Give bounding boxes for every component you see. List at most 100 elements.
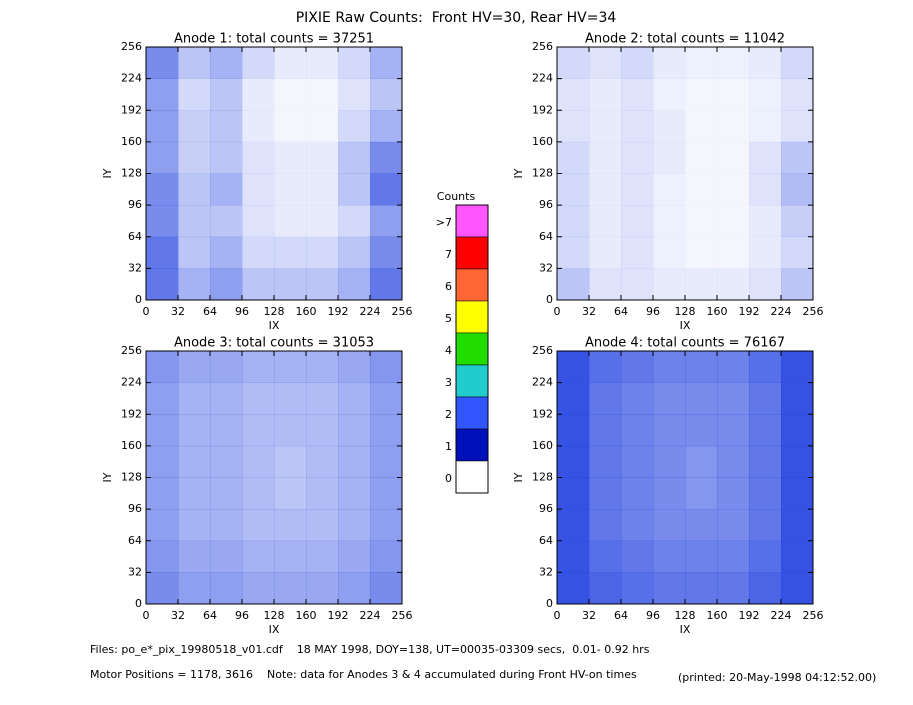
density-cell bbox=[274, 477, 307, 510]
density-cell bbox=[338, 236, 371, 269]
density-cell bbox=[717, 268, 750, 301]
density-cell bbox=[653, 414, 686, 447]
density-cell bbox=[178, 540, 211, 573]
density-cell bbox=[685, 141, 718, 174]
density-cell bbox=[338, 205, 371, 238]
density-cell bbox=[749, 509, 782, 542]
x-tick-label: 160 bbox=[707, 609, 728, 622]
density-cell bbox=[589, 509, 622, 542]
density-cell bbox=[653, 47, 686, 79]
y-tick-label: 160 bbox=[532, 439, 553, 452]
density-cell bbox=[146, 540, 179, 573]
density-cell bbox=[178, 572, 211, 605]
colorbar-swatch bbox=[455, 428, 489, 462]
x-tick-label: 192 bbox=[328, 305, 349, 318]
density-cell bbox=[306, 509, 339, 542]
density-cell bbox=[589, 445, 622, 478]
density-cell bbox=[749, 173, 782, 206]
colorbar-swatch bbox=[455, 236, 489, 270]
y-tick-label: 0 bbox=[546, 597, 553, 610]
density-cell bbox=[653, 572, 686, 605]
x-tick-label: 32 bbox=[582, 609, 596, 622]
x-tick-label: 96 bbox=[646, 609, 660, 622]
density-cell bbox=[178, 47, 211, 79]
density-cell bbox=[306, 351, 339, 383]
density-cell bbox=[306, 445, 339, 478]
density-cell bbox=[274, 268, 307, 301]
density-cell bbox=[749, 47, 782, 79]
density-cell bbox=[717, 47, 750, 79]
density-cell bbox=[685, 540, 718, 573]
density-cell bbox=[589, 477, 622, 510]
x-axis-label: IX bbox=[680, 623, 691, 636]
colorbar-swatch bbox=[455, 396, 489, 430]
density-cell bbox=[242, 509, 275, 542]
density-cell bbox=[653, 141, 686, 174]
density-cell bbox=[178, 236, 211, 269]
density-cell bbox=[370, 414, 403, 447]
y-tick-label: 160 bbox=[532, 135, 553, 148]
x-tick-label: 160 bbox=[707, 305, 728, 318]
density-cell bbox=[589, 382, 622, 415]
density-cell bbox=[653, 382, 686, 415]
density-cell bbox=[589, 47, 622, 79]
density-cell bbox=[274, 572, 307, 605]
density-cell bbox=[749, 414, 782, 447]
density-cell bbox=[178, 110, 211, 143]
x-tick-label: 32 bbox=[582, 305, 596, 318]
density-cell bbox=[178, 382, 211, 415]
density-cell bbox=[557, 205, 590, 238]
density-cell bbox=[653, 236, 686, 269]
x-tick-label: 0 bbox=[143, 609, 150, 622]
density-cell bbox=[370, 110, 403, 143]
y-tick-label: 256 bbox=[121, 344, 142, 357]
x-tick-label: 224 bbox=[360, 609, 381, 622]
density-cell bbox=[210, 268, 243, 301]
density-cell bbox=[242, 351, 275, 383]
x-tick-label: 160 bbox=[296, 305, 317, 318]
density-cell bbox=[685, 47, 718, 79]
colorbar-label: 4 bbox=[445, 344, 452, 357]
density-cell bbox=[146, 268, 179, 301]
density-cell bbox=[242, 78, 275, 111]
x-tick-label: 224 bbox=[771, 609, 792, 622]
x-tick-label: 96 bbox=[646, 305, 660, 318]
density-cell bbox=[306, 414, 339, 447]
density-cell bbox=[274, 445, 307, 478]
density-cell bbox=[621, 173, 654, 206]
y-tick-label: 96 bbox=[539, 502, 553, 515]
density-cell bbox=[557, 509, 590, 542]
density-cell bbox=[717, 236, 750, 269]
density-cell bbox=[274, 78, 307, 111]
figure-title: PIXIE Raw Counts: Front HV=30, Rear HV=3… bbox=[296, 10, 617, 26]
density-cell bbox=[242, 110, 275, 143]
density-cell bbox=[685, 382, 718, 415]
density-cell bbox=[178, 351, 211, 383]
density-cell bbox=[146, 47, 179, 79]
colorbar-label: 5 bbox=[445, 312, 452, 325]
density-cell bbox=[178, 173, 211, 206]
density-cell bbox=[621, 382, 654, 415]
density-cell bbox=[338, 414, 371, 447]
density-cell bbox=[589, 110, 622, 143]
density-cell bbox=[338, 173, 371, 206]
density-cell bbox=[685, 351, 718, 383]
density-cell bbox=[146, 236, 179, 269]
density-cell bbox=[370, 141, 403, 174]
density-cell bbox=[210, 205, 243, 238]
x-tick-label: 256 bbox=[803, 305, 824, 318]
y-axis-label: IY bbox=[512, 168, 525, 178]
y-tick-label: 128 bbox=[121, 167, 142, 180]
y-tick-label: 224 bbox=[121, 376, 142, 389]
colorbar-swatch bbox=[455, 300, 489, 334]
density-cell bbox=[242, 382, 275, 415]
density-cell bbox=[178, 141, 211, 174]
density-cell bbox=[749, 268, 782, 301]
density-cell bbox=[306, 205, 339, 238]
density-cell bbox=[749, 572, 782, 605]
x-tick-label: 128 bbox=[264, 305, 285, 318]
density-cell bbox=[685, 445, 718, 478]
density-cell bbox=[781, 110, 814, 143]
density-cell bbox=[178, 445, 211, 478]
